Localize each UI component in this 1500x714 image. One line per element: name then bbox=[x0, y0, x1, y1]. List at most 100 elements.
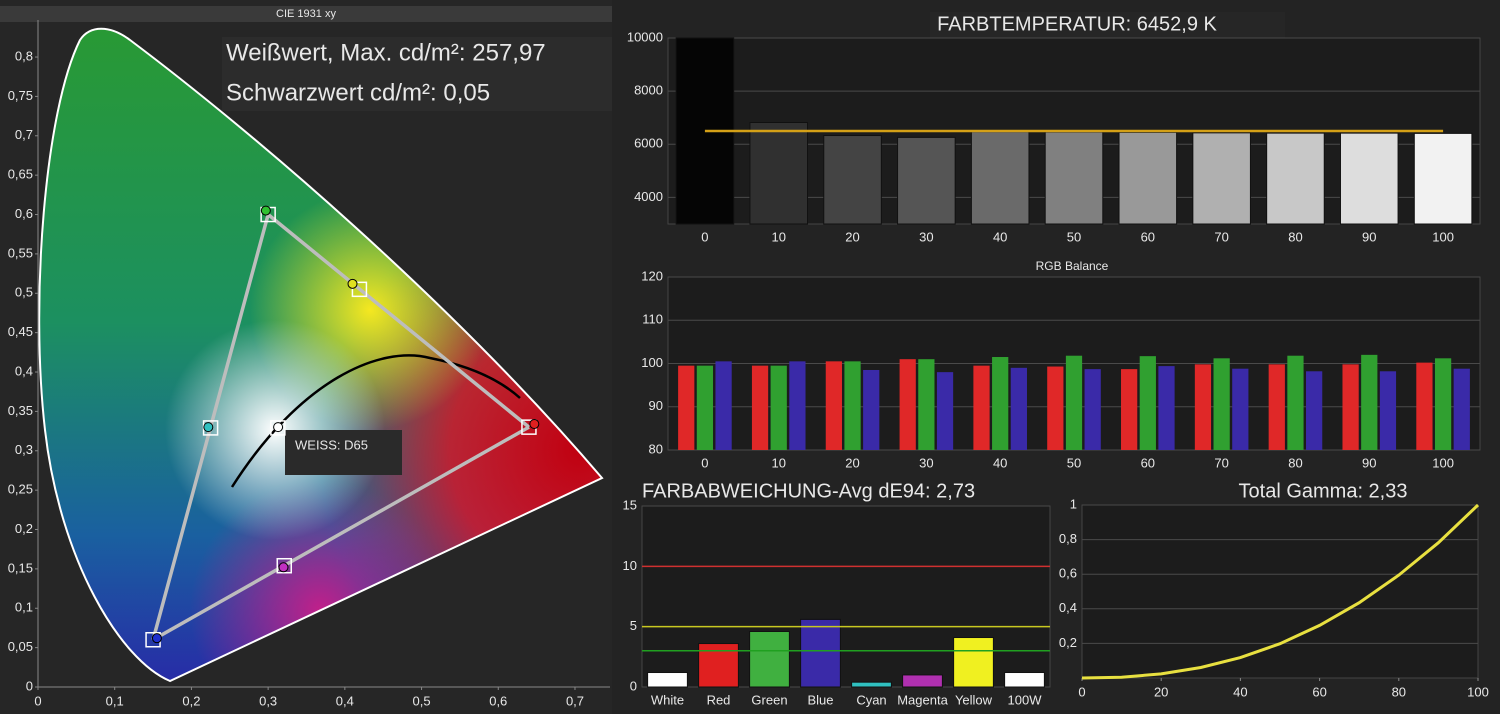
bar bbox=[1232, 368, 1249, 450]
measured-point bbox=[203, 422, 214, 433]
y-tick-label: 0,3 bbox=[15, 442, 33, 457]
bar bbox=[1004, 672, 1045, 688]
annotation-box bbox=[222, 37, 612, 111]
bar bbox=[1010, 367, 1027, 450]
y-tick-label: 0,8 bbox=[1059, 531, 1077, 546]
bar bbox=[1287, 355, 1304, 450]
target-point bbox=[270, 420, 286, 436]
x-tick-label: 30 bbox=[919, 455, 933, 470]
x-tick-label: 10 bbox=[771, 455, 785, 470]
x-tick-label: 0,4 bbox=[336, 693, 354, 708]
measured-point bbox=[273, 422, 284, 433]
y-tick-label: 10000 bbox=[627, 29, 663, 44]
x-tick-label: 20 bbox=[845, 455, 859, 470]
y-tick-label: 0,6 bbox=[1059, 566, 1077, 581]
y-tick-label: 0,25 bbox=[8, 482, 33, 497]
y-tick-label: 4000 bbox=[634, 189, 663, 204]
x-tick-label: 0,3 bbox=[259, 693, 277, 708]
x-tick-label: 60 bbox=[1141, 229, 1155, 244]
x-tick-label: 70 bbox=[1214, 455, 1228, 470]
bar bbox=[899, 359, 916, 450]
x-tick-label: Cyan bbox=[856, 692, 886, 707]
x-tick-label: 100 bbox=[1432, 229, 1454, 244]
planckian-locus bbox=[230, 354, 521, 488]
y-tick-label: 5 bbox=[630, 618, 637, 633]
y-tick-label: 110 bbox=[642, 312, 663, 327]
x-tick-label: 80 bbox=[1288, 229, 1302, 244]
x-tick-label: White bbox=[651, 692, 684, 707]
x-tick-label: 0,6 bbox=[489, 693, 507, 708]
y-tick-label: 0,7 bbox=[15, 127, 33, 142]
x-tick-label: 60 bbox=[1312, 684, 1326, 699]
y-tick-label: 0,45 bbox=[8, 324, 33, 339]
x-tick-label: 0 bbox=[1078, 684, 1085, 699]
bar bbox=[1266, 132, 1325, 225]
x-tick-label: 90 bbox=[1362, 455, 1376, 470]
bar bbox=[825, 361, 842, 450]
measured-point bbox=[347, 278, 358, 289]
target-point bbox=[276, 557, 292, 574]
bar bbox=[1194, 364, 1212, 450]
bar bbox=[1342, 364, 1359, 450]
bar bbox=[789, 361, 806, 450]
x-tick-label: 0,2 bbox=[182, 693, 200, 708]
annotation: WEISS: D65 bbox=[295, 437, 368, 452]
x-tick-label: 50 bbox=[1067, 229, 1081, 244]
x-tick-label: 10 bbox=[771, 229, 785, 244]
bar bbox=[678, 365, 695, 450]
bar bbox=[953, 637, 994, 688]
measured-point bbox=[529, 418, 540, 429]
x-tick-label: Yellow bbox=[955, 692, 993, 707]
bar bbox=[1306, 371, 1323, 450]
x-tick-label: Green bbox=[751, 692, 787, 707]
bar bbox=[749, 630, 790, 688]
measured-point bbox=[278, 562, 289, 573]
bar bbox=[1416, 362, 1433, 450]
x-tick-label: 40 bbox=[993, 229, 1007, 244]
x-tick-label: 20 bbox=[845, 229, 859, 244]
x-tick-label: 20 bbox=[1154, 684, 1168, 699]
y-tick-label: 6000 bbox=[634, 136, 663, 151]
cie-header bbox=[0, 6, 612, 22]
x-tick-label: 80 bbox=[1392, 684, 1406, 699]
measured-point bbox=[260, 205, 271, 216]
y-tick-label: 0,35 bbox=[8, 403, 33, 418]
y-tick-label: 10 bbox=[623, 558, 637, 573]
y-tick-label: 80 bbox=[649, 441, 663, 456]
y-tick-label: 0,75 bbox=[8, 88, 33, 103]
y-tick-label: 0,05 bbox=[8, 639, 33, 654]
y-tick-label: 15 bbox=[623, 497, 637, 512]
x-tick-label: 0,5 bbox=[413, 693, 431, 708]
x-tick-label: 0 bbox=[701, 229, 708, 244]
bar bbox=[851, 681, 892, 688]
bar bbox=[696, 365, 714, 450]
bar bbox=[1361, 354, 1378, 450]
bar bbox=[1139, 356, 1156, 450]
y-tick-label: 0,55 bbox=[8, 245, 33, 260]
bar bbox=[918, 359, 935, 450]
x-tick-label: 0 bbox=[701, 455, 708, 470]
y-tick-label: 0 bbox=[26, 678, 33, 693]
y-tick-label: 8000 bbox=[634, 83, 663, 98]
y-tick-label: 1 bbox=[1070, 496, 1077, 511]
y-tick-label: 0,15 bbox=[8, 560, 33, 575]
bar bbox=[823, 135, 882, 225]
chart-title: CIE 1931 xy bbox=[276, 8, 336, 20]
bar bbox=[1065, 355, 1083, 450]
annotation: Schwarzwert cd/m²: 0,05 bbox=[226, 79, 490, 106]
y-tick-label: 0,4 bbox=[15, 363, 33, 378]
y-tick-label: 0,2 bbox=[15, 521, 33, 536]
x-tick-label: 40 bbox=[993, 455, 1007, 470]
x-tick-label: 50 bbox=[1067, 455, 1081, 470]
x-tick-label: 80 bbox=[1288, 455, 1302, 470]
gamma-curve bbox=[1081, 503, 1480, 680]
x-tick-label: Red bbox=[707, 692, 731, 707]
x-tick-label: 0 bbox=[34, 693, 41, 708]
bar bbox=[1084, 369, 1101, 450]
y-tick-label: 0,2 bbox=[1059, 635, 1077, 650]
measured-point bbox=[151, 633, 162, 644]
chart-title: FARBTEMPERATUR: 6452,9 K bbox=[937, 13, 1217, 35]
bar bbox=[770, 365, 787, 450]
bar bbox=[1434, 358, 1452, 450]
